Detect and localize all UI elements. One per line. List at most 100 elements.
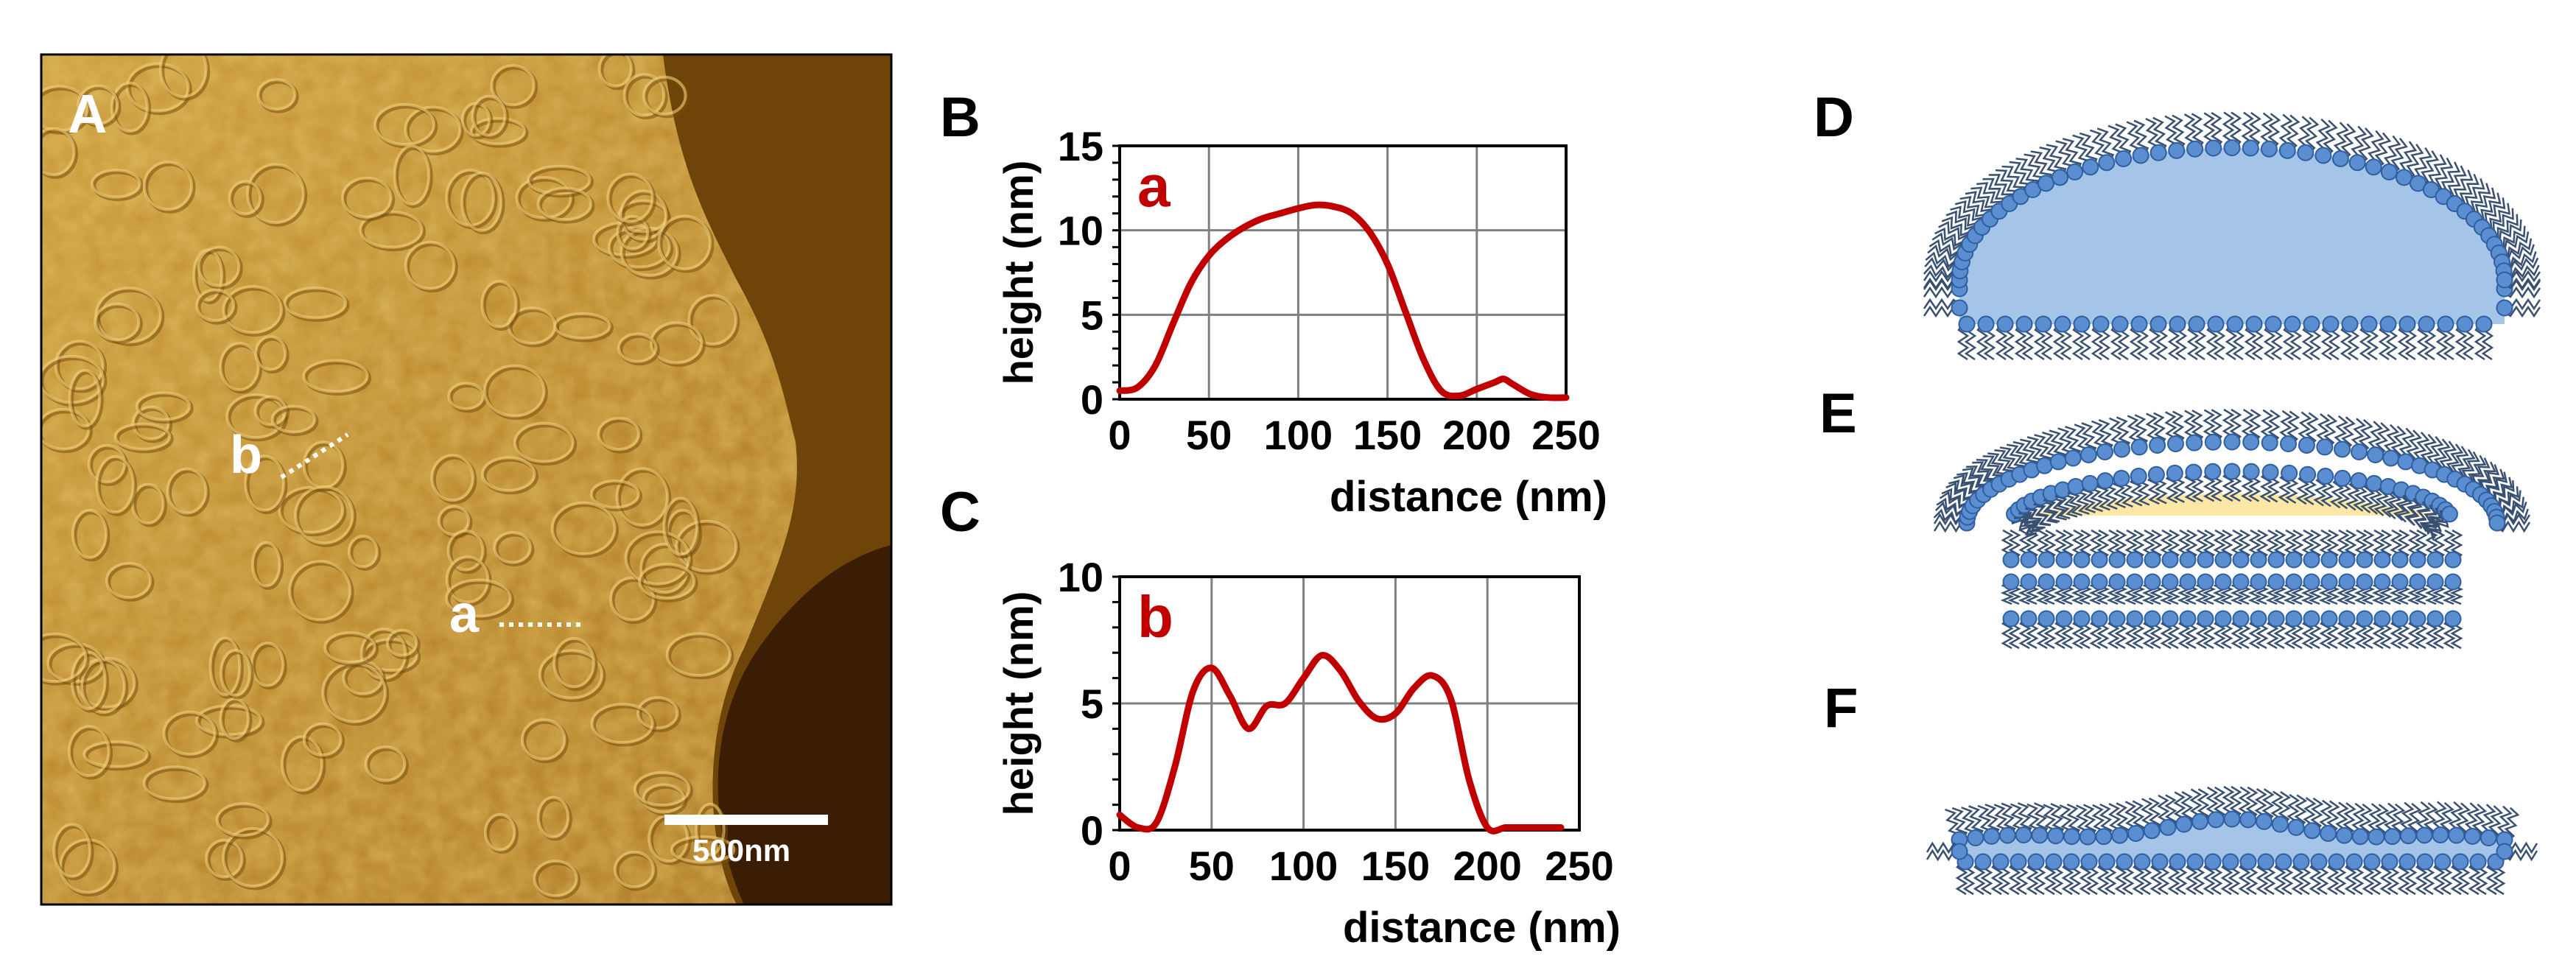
vesicle — [90, 168, 141, 199]
lipid-tail — [2354, 581, 2368, 605]
lipid — [2425, 529, 2446, 569]
panel-label-a: A — [68, 83, 108, 144]
lipid — [2159, 573, 2181, 605]
vesicle-shadow — [387, 630, 421, 660]
lipid-head — [1992, 853, 2010, 871]
vesicle-shadow — [164, 712, 220, 759]
lipid-tail — [2336, 581, 2351, 605]
lipid-tail — [2318, 581, 2333, 605]
vesicle — [404, 105, 462, 153]
lipid-head — [2391, 573, 2409, 591]
lipid-head — [2261, 463, 2279, 481]
lipid-head — [2080, 446, 2097, 463]
lipid-tail — [2425, 618, 2438, 650]
lipid — [2071, 529, 2092, 569]
lipid-head — [2350, 472, 2368, 490]
lipid-tail — [2342, 802, 2356, 837]
lipid — [2354, 573, 2376, 605]
vesicle-shadow — [248, 164, 308, 227]
lipid — [2354, 529, 2375, 569]
lipid — [2009, 158, 2042, 199]
lipid — [2096, 472, 2118, 511]
lipid — [2079, 853, 2099, 896]
lipid — [1990, 853, 2011, 896]
lipid-tail — [2419, 502, 2438, 533]
lipid — [2096, 853, 2117, 896]
vesicle-shadow — [69, 726, 113, 780]
vesicle-shadow — [366, 747, 409, 785]
vesicle — [364, 745, 407, 782]
lipid-tail — [2107, 618, 2120, 650]
lipid-head — [2432, 826, 2449, 844]
lipid-head — [2448, 826, 2466, 844]
vesicle — [675, 519, 738, 573]
lipid — [2203, 409, 2223, 451]
lipid-head — [2239, 853, 2257, 871]
vesicle-shadow — [672, 837, 738, 867]
lipid — [2319, 610, 2340, 650]
vesicle — [624, 530, 691, 586]
lipid-head — [2303, 573, 2320, 591]
lipid-head — [2035, 457, 2053, 474]
lipid — [2108, 123, 2133, 167]
lipid-tail — [1956, 323, 1970, 361]
plot-frame — [1118, 575, 1581, 832]
lipid — [2010, 802, 2032, 844]
vesicle — [373, 102, 435, 147]
vesicle-shadow — [144, 767, 209, 804]
lipid — [2424, 436, 2451, 479]
y-axis-label: height (nm) — [995, 591, 1042, 816]
lipid — [2222, 111, 2242, 157]
vesicle — [54, 340, 105, 391]
lipid — [2474, 315, 2494, 361]
lipid — [2124, 573, 2146, 605]
lipid-tail — [2062, 138, 2082, 172]
vesicle — [244, 454, 285, 512]
vesicle — [41, 127, 76, 177]
lipid-tail — [2423, 506, 2443, 535]
lipid-tail — [2504, 277, 2541, 290]
lipid — [2496, 805, 2520, 849]
lipid-head — [2179, 610, 2197, 628]
lipid-head — [2351, 443, 2368, 460]
lipid — [2112, 469, 2134, 509]
vesicle — [197, 245, 241, 287]
lipid-tail — [2225, 323, 2238, 361]
lipid-tail — [1976, 323, 1989, 361]
vesicle — [597, 416, 640, 452]
lipid-head — [2223, 810, 2241, 828]
lipid — [2351, 418, 2373, 460]
lipid — [2319, 799, 2340, 842]
lipid-head — [2166, 435, 2184, 453]
vesicle-shadow — [471, 119, 529, 148]
lipid — [2167, 853, 2188, 896]
lipid-head — [2147, 466, 2165, 483]
lipid-tail — [2301, 323, 2314, 361]
lipid-head — [2373, 610, 2391, 628]
lipid-head — [2242, 433, 2260, 451]
lipid-tail — [2304, 116, 2320, 154]
lipid — [2127, 414, 2149, 456]
vesicle-shadow — [449, 531, 487, 575]
vesicle-shadow — [472, 96, 510, 139]
lipid-tail — [2195, 618, 2208, 650]
lipid — [2372, 610, 2393, 650]
lipid-tail — [1951, 807, 1968, 840]
lipid-head — [2245, 315, 2263, 333]
lipid-tail — [2247, 581, 2262, 605]
vesicle — [533, 859, 578, 898]
lipid-tail — [2001, 618, 2014, 650]
lipid-head — [2126, 573, 2144, 591]
lipid — [2231, 610, 2251, 650]
lipid-tail — [2212, 581, 2227, 605]
lipid-tail — [2485, 861, 2499, 896]
lipid-tail — [2110, 323, 2123, 361]
lipid-tail — [2164, 794, 2177, 828]
vesicle-shadow — [325, 633, 379, 667]
vesicle-shadow — [485, 366, 548, 421]
lipid-tail — [2488, 805, 2504, 840]
lipid-head — [2115, 150, 2133, 167]
lipid-tail — [2185, 529, 2198, 561]
lipid-head — [2108, 573, 2126, 591]
lipid-tail — [2397, 861, 2410, 896]
